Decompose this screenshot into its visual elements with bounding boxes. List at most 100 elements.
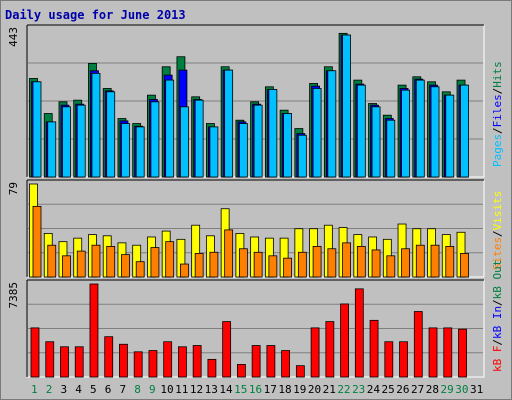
bar-sites bbox=[76, 250, 86, 278]
legend-hits: Hits bbox=[491, 61, 504, 88]
bar-kb-f bbox=[325, 321, 335, 378]
x-tick-label-day-14: 14 bbox=[219, 383, 233, 396]
bar-pages bbox=[283, 113, 293, 178]
bar-pages bbox=[401, 89, 410, 178]
bar-sites bbox=[415, 244, 425, 278]
bar-sites bbox=[283, 257, 293, 278]
x-tick-label-day-25: 25 bbox=[382, 383, 395, 396]
bar-sites bbox=[268, 255, 278, 278]
x-tick-label-day-19: 19 bbox=[293, 383, 306, 396]
y-max-label: 443 bbox=[7, 27, 20, 47]
bar-sites bbox=[401, 248, 410, 278]
bar-kb-f bbox=[310, 327, 320, 378]
x-tick-label-day-3: 3 bbox=[61, 383, 68, 396]
bar-pages bbox=[445, 94, 455, 178]
x-tick-label-day-12: 12 bbox=[190, 383, 203, 396]
x-tick-label-day-30: 30 bbox=[455, 383, 468, 396]
bar-pages bbox=[180, 106, 189, 178]
bar-kb-f bbox=[236, 364, 246, 378]
bar-pages bbox=[253, 104, 263, 178]
y-max-label: 7385 bbox=[7, 282, 20, 309]
bar-pages bbox=[47, 121, 57, 178]
bar-kb-f bbox=[340, 303, 349, 378]
x-tick-label-day-27: 27 bbox=[411, 383, 424, 396]
bar-pages bbox=[194, 99, 204, 178]
x-tick-label-day-18: 18 bbox=[278, 383, 291, 396]
bar-kb-f bbox=[163, 341, 173, 378]
legend-separator: / bbox=[491, 88, 504, 95]
bar-kb-f bbox=[74, 346, 84, 378]
bar-kb-f bbox=[413, 311, 423, 378]
bar-sites bbox=[460, 253, 469, 278]
legend-kb-in: kB In bbox=[491, 306, 504, 339]
x-tick-label-day-28: 28 bbox=[426, 383, 439, 396]
bar-kb-f bbox=[207, 358, 217, 378]
bar-kb-f bbox=[192, 345, 202, 378]
bar-kb-f bbox=[399, 341, 408, 378]
x-tick-label-day-26: 26 bbox=[396, 383, 409, 396]
bar-sites bbox=[150, 247, 160, 278]
bar-pages bbox=[209, 126, 219, 178]
bar-pages bbox=[165, 79, 175, 178]
bar-pages bbox=[430, 86, 440, 178]
bar-kb-f bbox=[45, 341, 55, 378]
bar-kb-f bbox=[178, 346, 187, 378]
x-tick-label-day-9: 9 bbox=[149, 383, 156, 396]
bar-sites bbox=[180, 263, 189, 278]
x-tick-label-day-24: 24 bbox=[367, 383, 381, 396]
bar-sites bbox=[445, 245, 455, 278]
bar-sites bbox=[297, 251, 307, 278]
x-tick-label-day-13: 13 bbox=[205, 383, 218, 396]
bar-pages bbox=[91, 73, 101, 178]
bar-kb-f bbox=[384, 341, 394, 378]
bar-kb-f bbox=[222, 321, 232, 378]
bar-pages bbox=[135, 126, 145, 178]
x-tick-label-day-7: 7 bbox=[120, 383, 127, 396]
bar-kb-f bbox=[458, 328, 467, 378]
bar-kb-f bbox=[30, 327, 40, 378]
bar-pages bbox=[62, 106, 71, 178]
x-tick-label-day-22: 22 bbox=[337, 383, 350, 396]
bar-sites bbox=[342, 242, 351, 278]
legend-kb-f: kB F bbox=[491, 346, 504, 373]
bar-sites bbox=[224, 229, 234, 278]
legend-kb-out: kB Out bbox=[491, 260, 504, 300]
bar-pages bbox=[371, 106, 381, 178]
x-tick-label-day-16: 16 bbox=[249, 383, 262, 396]
bar-pages bbox=[238, 123, 248, 178]
bar-sites bbox=[253, 251, 263, 278]
bar-sites bbox=[62, 255, 71, 278]
x-tick-label-day-6: 6 bbox=[105, 383, 112, 396]
legend-separator: / bbox=[491, 127, 504, 134]
bar-pages bbox=[121, 123, 130, 178]
bar-kb-f bbox=[281, 350, 291, 378]
x-tick-label-day-29: 29 bbox=[441, 383, 454, 396]
bar-kb-f bbox=[251, 345, 261, 378]
bar-kb-f bbox=[119, 343, 128, 378]
bar-pages bbox=[32, 81, 42, 178]
x-tick-label-day-17: 17 bbox=[264, 383, 277, 396]
bar-pages bbox=[327, 70, 337, 178]
bar-pages bbox=[460, 84, 469, 178]
bar-kb-f bbox=[295, 365, 305, 378]
legend-pages: Pages bbox=[491, 134, 504, 167]
bar-pages bbox=[415, 79, 425, 178]
bar-pages bbox=[342, 34, 351, 178]
x-tick-label-day-21: 21 bbox=[323, 383, 336, 396]
x-tick-label-day-4: 4 bbox=[75, 383, 82, 396]
bar-kb-f bbox=[354, 288, 364, 378]
x-tick-label-day-2: 2 bbox=[46, 383, 53, 396]
x-tick-label-day-5: 5 bbox=[90, 383, 97, 396]
bar-kb-f bbox=[60, 346, 69, 378]
x-tick-label-day-23: 23 bbox=[352, 383, 365, 396]
bar-kb-f bbox=[266, 345, 276, 378]
bar-kb-f bbox=[428, 327, 438, 378]
bar-sites bbox=[47, 244, 57, 278]
bar-pages bbox=[106, 91, 116, 178]
x-tick-label-day-31: 31 bbox=[470, 383, 483, 396]
bar-pages bbox=[312, 88, 322, 178]
bar-sites bbox=[356, 245, 366, 278]
bar-kb-f bbox=[104, 336, 114, 378]
bar-sites bbox=[312, 245, 322, 278]
